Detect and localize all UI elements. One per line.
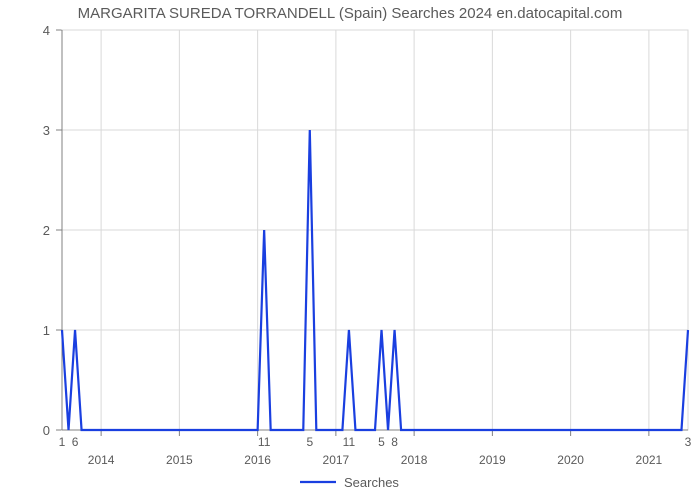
x-year-label: 2016 — [244, 453, 271, 467]
x-point-label: 11 — [343, 435, 356, 449]
x-point-label: 8 — [391, 435, 398, 449]
x-point-label: 5 — [378, 435, 385, 449]
x-year-label: 2014 — [88, 453, 115, 467]
x-point-label: 3 — [685, 435, 692, 449]
y-tick-label: 3 — [43, 123, 50, 138]
x-point-label: 5 — [306, 435, 313, 449]
line-chart: MARGARITA SUREDA TORRANDELL (Spain) Sear… — [0, 0, 700, 500]
y-tick-label: 1 — [43, 323, 50, 338]
x-point-label: 11 — [258, 435, 271, 449]
legend-label: Searches — [344, 475, 399, 490]
y-tick-label: 2 — [43, 223, 50, 238]
x-year-label: 2021 — [636, 453, 663, 467]
x-year-label: 2015 — [166, 453, 193, 467]
x-point-label: 6 — [72, 435, 79, 449]
x-year-label: 2020 — [557, 453, 584, 467]
x-year-label: 2019 — [479, 453, 506, 467]
x-year-label: 2017 — [323, 453, 350, 467]
x-year-label: 2018 — [401, 453, 428, 467]
chart-container: MARGARITA SUREDA TORRANDELL (Spain) Sear… — [0, 0, 700, 500]
x-point-label: 1 — [59, 435, 66, 449]
y-tick-label: 4 — [43, 23, 50, 38]
y-tick-label: 0 — [43, 423, 50, 438]
chart-title: MARGARITA SUREDA TORRANDELL (Spain) Sear… — [78, 5, 623, 22]
